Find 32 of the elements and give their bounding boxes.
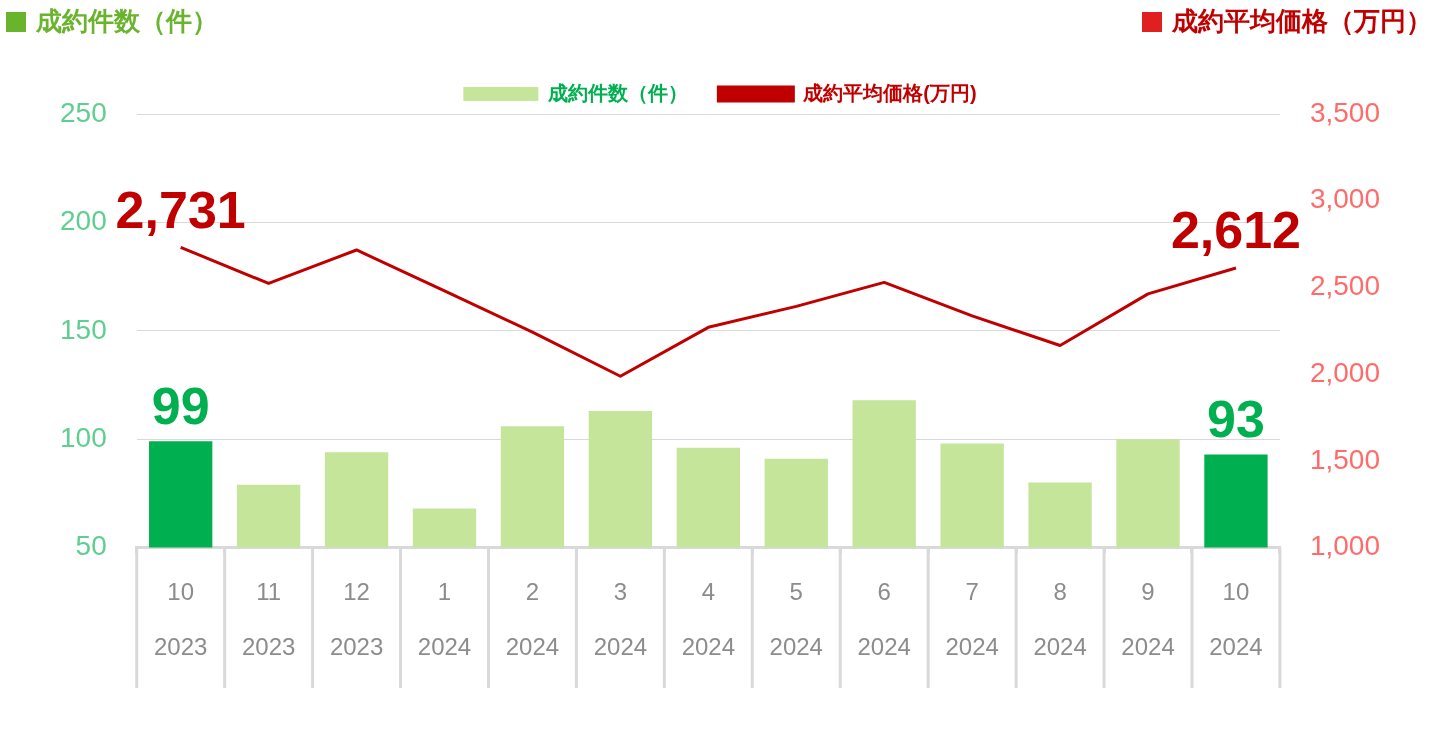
- x-tick-label: 10 2024: [1209, 577, 1263, 661]
- y-axis-title: 成約件数（件）: [36, 5, 218, 38]
- y-tick-label: 250: [60, 96, 107, 128]
- data-label: 93: [1207, 389, 1265, 448]
- data-label: 2,612: [1170, 201, 1302, 260]
- x-tick-label: 5 2024: [769, 577, 823, 661]
- y2-tick-label: 2,000: [1309, 356, 1381, 388]
- x-tick-label: 4 2024: [681, 577, 736, 661]
- legend-label: 成約件数（件）: [547, 81, 689, 104]
- y-tick-label: 150: [60, 313, 107, 345]
- x-tick-label: 11 2023: [241, 577, 296, 661]
- y2-tick-label: 3,500: [1309, 96, 1381, 128]
- y2-tick-label: 1,500: [1309, 443, 1381, 475]
- y-tick-label: 100: [60, 421, 107, 453]
- data-label: 99: [151, 376, 210, 435]
- x-tick-label: 10 2023: [153, 577, 208, 661]
- x-tick-label: 3 2024: [593, 577, 648, 661]
- x-tick-label: 12 2023: [329, 577, 384, 661]
- x-tick-label: 1 2024: [417, 577, 472, 661]
- x-tick-label: 9 2024: [1121, 577, 1175, 661]
- x-tick-label: 8 2024: [1033, 577, 1087, 661]
- y2-tick-label: 1,000: [1309, 530, 1381, 562]
- legend-label: 成約平均価格(万円): [802, 81, 977, 104]
- x-tick-label: 6 2024: [857, 577, 911, 661]
- y2-tick-label: 2,500: [1309, 270, 1381, 302]
- data-label: 2,731: [115, 180, 246, 239]
- x-tick-label: 2 2024: [505, 577, 560, 661]
- y2-tick-label: 3,000: [1309, 183, 1381, 215]
- y-tick-label: 50: [75, 530, 107, 562]
- y2-axis-title: 成約平均価格（万円）: [1172, 5, 1432, 38]
- y-tick-label: 200: [60, 205, 107, 237]
- x-tick-label: 7 2024: [945, 577, 999, 661]
